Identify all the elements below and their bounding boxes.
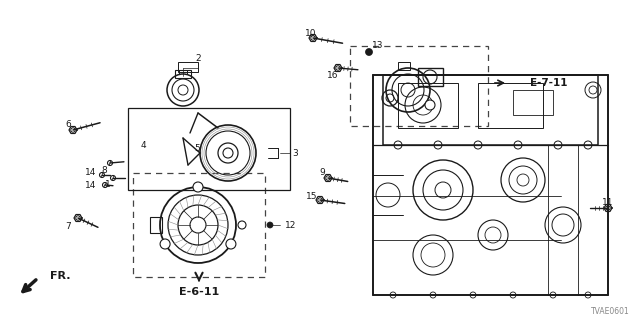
Bar bbox=[133, 173, 265, 277]
Text: E-7-11: E-7-11 bbox=[530, 78, 568, 88]
Text: 13: 13 bbox=[372, 41, 383, 50]
Text: 9: 9 bbox=[319, 167, 325, 177]
Bar bbox=[175, 70, 191, 78]
Text: 16: 16 bbox=[327, 70, 339, 79]
Bar bbox=[418, 68, 443, 86]
Circle shape bbox=[193, 182, 203, 192]
Text: 5: 5 bbox=[194, 143, 200, 153]
Text: 8: 8 bbox=[101, 165, 107, 174]
Text: 10: 10 bbox=[305, 28, 317, 37]
Text: 15: 15 bbox=[307, 191, 317, 201]
Text: 12: 12 bbox=[285, 220, 296, 229]
Bar bbox=[128, 108, 290, 190]
Circle shape bbox=[160, 239, 170, 249]
Text: TVAE0601: TVAE0601 bbox=[591, 307, 629, 316]
Text: 14: 14 bbox=[84, 167, 96, 177]
Circle shape bbox=[425, 100, 435, 110]
Bar bbox=[350, 46, 488, 126]
Text: E-6-11: E-6-11 bbox=[179, 287, 219, 297]
Text: 1: 1 bbox=[105, 180, 111, 188]
Text: 6: 6 bbox=[65, 119, 71, 129]
Text: 11: 11 bbox=[602, 197, 614, 206]
Bar bbox=[398, 62, 410, 70]
Text: 3: 3 bbox=[292, 148, 298, 157]
Text: 4: 4 bbox=[140, 140, 146, 149]
Bar bbox=[398, 83, 458, 128]
Circle shape bbox=[365, 49, 372, 55]
Bar bbox=[383, 75, 598, 145]
Bar bbox=[150, 217, 162, 233]
Circle shape bbox=[267, 222, 273, 228]
Bar bbox=[478, 83, 543, 128]
Text: 7: 7 bbox=[65, 221, 71, 230]
Circle shape bbox=[226, 239, 236, 249]
Text: FR.: FR. bbox=[50, 271, 70, 281]
Bar bbox=[178, 62, 198, 72]
Bar bbox=[513, 90, 553, 115]
Text: 2: 2 bbox=[195, 53, 201, 62]
Text: 14: 14 bbox=[84, 180, 96, 189]
